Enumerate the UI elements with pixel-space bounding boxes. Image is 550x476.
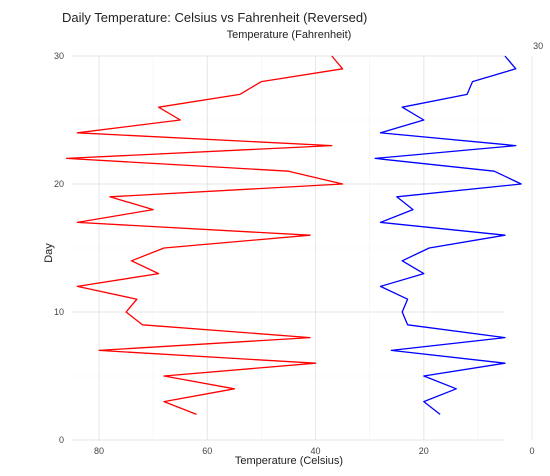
x-tick-label: 60 (202, 446, 212, 456)
x-tick-label: 0 (530, 446, 535, 456)
grid (72, 55, 533, 441)
x2-tick-label: 30 (533, 41, 543, 51)
series-line-2 (374, 55, 522, 415)
y-tick-label: 20 (54, 179, 64, 189)
chart-title: Daily Temperature: Celsius vs Fahrenheit… (62, 10, 367, 25)
x2-axis-title: Temperature (Fahrenheit) (227, 29, 352, 41)
y-tick-label: 30 (54, 51, 64, 61)
y-tick-label: 10 (54, 307, 64, 317)
x-tick-label: 20 (419, 446, 429, 456)
y-axis-title: Day (43, 243, 55, 263)
x-axis-title: Temperature (Celsius) (235, 455, 343, 467)
x-tick-label: 80 (94, 446, 104, 456)
series-layer (65, 55, 522, 416)
y-tick-label: 0 (59, 435, 64, 445)
bottom-axis: 80 60 40 20 0 (94, 446, 535, 456)
x-tick-label: 40 (311, 446, 321, 456)
series-line-1 (65, 55, 344, 416)
left-axis: 0 10 20 30 (54, 51, 64, 445)
top-axis: 3020100-10 (533, 41, 543, 51)
